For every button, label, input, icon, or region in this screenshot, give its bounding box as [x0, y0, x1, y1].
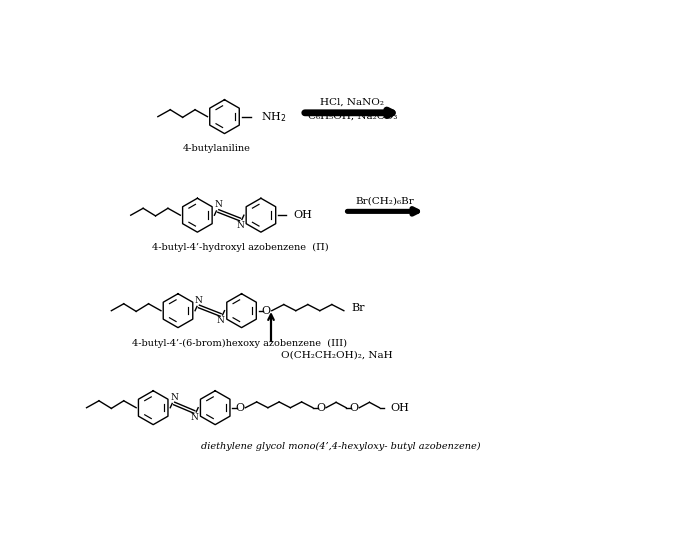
- Text: diethylene glycol mono(4’,4-hexyloxy- butyl azobenzene): diethylene glycol mono(4’,4-hexyloxy- bu…: [201, 442, 481, 451]
- Text: HCl, NaNO₂: HCl, NaNO₂: [320, 98, 384, 107]
- Text: N: N: [217, 316, 224, 325]
- Text: O(CH₂CH₂OH)₂, NaH: O(CH₂CH₂OH)₂, NaH: [281, 350, 392, 360]
- Text: 4-butyl-4’-(6-brom)hexoxy azobenzene  (III): 4-butyl-4’-(6-brom)hexoxy azobenzene (II…: [133, 339, 347, 347]
- Text: OH: OH: [294, 210, 312, 220]
- Text: C₆H₅OH, Na₂CO₃: C₆H₅OH, Na₂CO₃: [307, 112, 397, 120]
- Text: O: O: [235, 403, 245, 413]
- Text: OH: OH: [390, 403, 409, 413]
- Text: Br: Br: [352, 302, 365, 312]
- Text: O: O: [350, 403, 358, 413]
- Text: 4-butyl-4’-hydroxyl azobenzene  (Π): 4-butyl-4’-hydroxyl azobenzene (Π): [152, 243, 328, 252]
- Text: 4-butylaniline: 4-butylaniline: [183, 144, 251, 154]
- Text: N: N: [190, 413, 198, 422]
- Text: O: O: [262, 306, 271, 316]
- Text: NH$_2$: NH$_2$: [261, 110, 286, 124]
- Text: O: O: [316, 403, 325, 413]
- Text: N: N: [236, 221, 244, 230]
- Text: Br(CH₂)₆Br: Br(CH₂)₆Br: [356, 196, 415, 205]
- Text: N: N: [170, 393, 178, 402]
- Text: N: N: [195, 296, 203, 305]
- Text: N: N: [214, 200, 222, 209]
